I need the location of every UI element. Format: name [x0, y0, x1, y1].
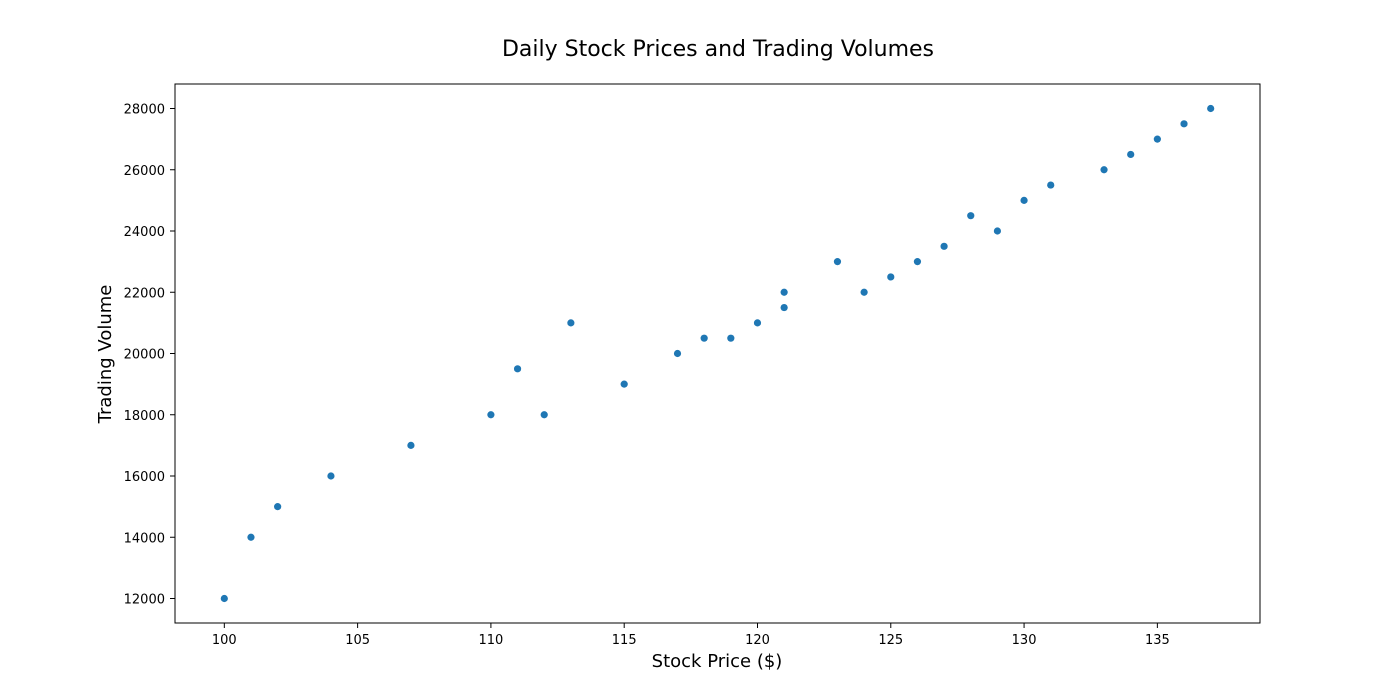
- data-point: [327, 472, 335, 480]
- data-point: [727, 334, 735, 342]
- x-tick-label: 130: [1012, 633, 1037, 648]
- data-point: [700, 334, 708, 342]
- data-point: [247, 533, 255, 541]
- data-point: [1020, 196, 1028, 204]
- data-point: [833, 258, 842, 266]
- data-point: [513, 365, 522, 373]
- y-axis-ticks: 12000 14000 16000 18000 20000 22000 24000 26000…: [124, 103, 175, 608]
- data-point: [753, 319, 762, 327]
- data-point: [780, 303, 788, 312]
- y-tick-label: 26000: [124, 164, 165, 179]
- x-tick-label: 115: [612, 633, 637, 648]
- y-tick-label: 16000: [124, 470, 165, 485]
- y-tick-label: 22000: [124, 286, 165, 301]
- data-point: [913, 258, 922, 266]
- data-point: [540, 411, 548, 419]
- data-point: [1047, 181, 1055, 189]
- data-point: [567, 319, 575, 327]
- x-axis-ticks: 100 105 110 115 120 125 130 135: [212, 623, 1170, 648]
- data-point: [993, 227, 1002, 235]
- data-point: [887, 273, 895, 281]
- data-point: [1100, 166, 1108, 174]
- y-tick-label: 18000: [124, 409, 165, 424]
- x-tick-label: 120: [745, 633, 770, 648]
- x-tick-label: 125: [878, 633, 903, 648]
- data-point: [620, 380, 628, 388]
- x-tick-label: 110: [478, 633, 503, 648]
- data-point: [487, 411, 495, 419]
- data-point: [407, 441, 415, 449]
- data-point: [940, 242, 948, 250]
- x-tick-label: 135: [1145, 633, 1170, 648]
- data-point: [274, 503, 282, 511]
- data-points: [220, 104, 1215, 603]
- x-axis-label: Stock Price ($): [652, 651, 783, 672]
- data-point: [1127, 150, 1135, 159]
- data-point: [1180, 120, 1188, 128]
- y-tick-label: 12000: [124, 593, 165, 608]
- data-point: [1207, 104, 1215, 113]
- data-point: [673, 349, 682, 358]
- y-tick-label: 28000: [124, 103, 165, 118]
- y-tick-label: 14000: [124, 531, 165, 546]
- y-tick-label: 24000: [124, 225, 165, 240]
- y-tick-label: 20000: [124, 348, 165, 363]
- data-point: [780, 288, 788, 296]
- plot-area-frame: [174, 83, 1261, 624]
- x-tick-label: 100: [212, 633, 237, 648]
- data-point: [967, 212, 975, 220]
- data-point: [860, 288, 868, 296]
- chart-title: Daily Stock Prices and Trading Volumes: [502, 37, 934, 62]
- data-point: [220, 594, 228, 603]
- y-axis-label: Trading Volume: [95, 285, 116, 425]
- data-point: [1153, 135, 1161, 143]
- x-tick-label: 105: [345, 633, 370, 648]
